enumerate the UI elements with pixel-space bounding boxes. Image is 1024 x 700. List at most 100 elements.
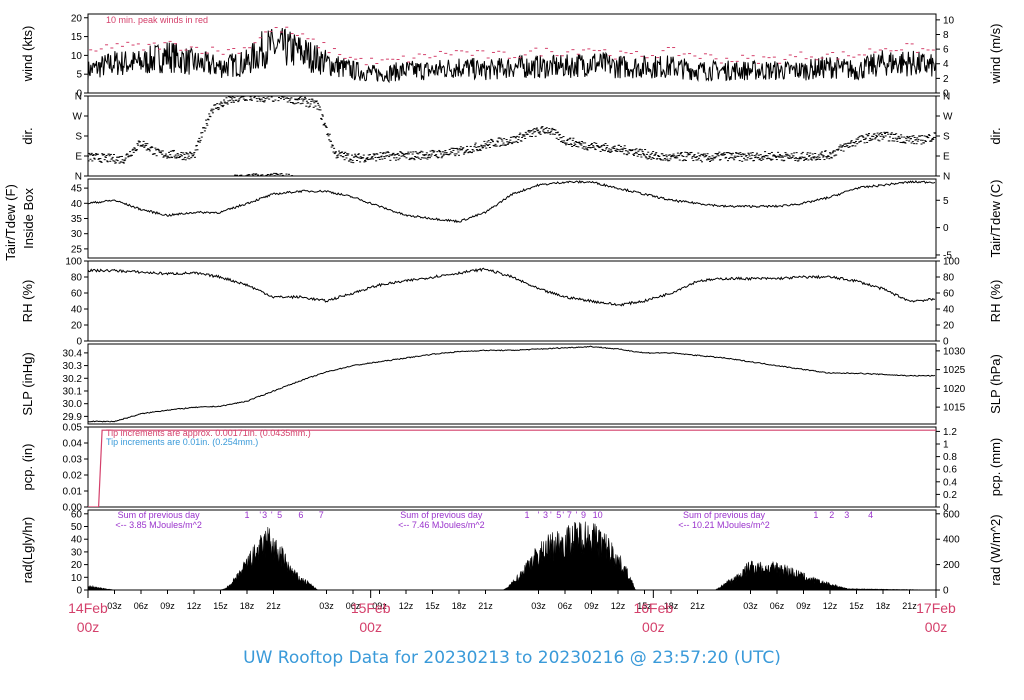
rad-marker: 1: [525, 510, 530, 520]
wind-ylabel-left: wind (kts): [20, 26, 35, 83]
right-tick-label: 5: [943, 196, 949, 207]
panel-wind: 0 5 10 15 20 0 2 4 6 8 10 10 min. peak winds in red: [71, 13, 955, 99]
left-tick-label: 20: [71, 560, 83, 571]
rad-marker: 1: [244, 510, 249, 520]
right-tick-label: 40: [943, 305, 955, 316]
day-tick-date: 16Feb: [633, 600, 673, 616]
right-tick-label: 1020: [943, 384, 966, 395]
temp-series: [88, 180, 936, 224]
hour-tick-label: 18z: [876, 601, 891, 611]
dir-tick-label-left: E: [75, 152, 82, 163]
wind-speed-series: [88, 27, 936, 84]
dir-tick-label-left: N: [75, 172, 82, 183]
hour-tick-label: 12z: [611, 601, 626, 611]
panel-pcp: 0.00 0.01 0.02 0.03 0.04 0.05 0 0.2 0.40.6 0.81 1.…: [63, 423, 958, 514]
panel-temp: 25 30 35 40 45 -5 0 5: [71, 178, 952, 261]
hour-tick-label: 03z: [743, 601, 758, 611]
right-tick-label: 60: [943, 289, 955, 300]
rh-ylabel-left: RH (%): [20, 280, 35, 323]
pcp-note-red: Tip increments are approx. 0.00171in. (0…: [106, 428, 311, 438]
left-tick-label: 0.05: [63, 423, 83, 434]
left-tick-label: 0: [76, 586, 82, 597]
day-tick-date: 17Feb: [916, 600, 956, 616]
hour-tick-label: 03z: [531, 601, 546, 611]
left-tick-label: 0.04: [63, 439, 83, 450]
rad-sum-label: Sum of previous day: [683, 510, 766, 520]
dir-tick-label-left: W: [73, 112, 83, 123]
rad-marker: 3: [844, 510, 849, 520]
day-tick-hour: 00z: [77, 619, 100, 635]
right-tick-label: 1: [943, 440, 949, 451]
temp-ylabel-left-1: Tair/Tdew (F): [3, 184, 18, 261]
right-tick-label: 20: [943, 321, 955, 332]
panel-wind-frame: [87, 13, 937, 94]
chart-footer-title: UW Rooftop Data for 20230213 to 20230216…: [243, 648, 781, 668]
right-tick-label: 100: [943, 257, 960, 268]
slp-ylabel-left: SLP (inHg): [20, 352, 35, 415]
left-tick-label: 0.02: [63, 471, 83, 482]
left-tick-label: 20: [71, 321, 83, 332]
temp-ylabel-left-2: Inside Box: [21, 188, 36, 249]
left-tick-label: 100: [65, 257, 82, 268]
panel-slp: 29.9 30.0 30.130.2 30.3 30.4 1015 1020 1025 1030: [63, 343, 966, 425]
rad-marker: 4: [868, 510, 873, 520]
panel-temp-frame: [87, 178, 937, 259]
dir-tick-label-right: E: [943, 152, 950, 163]
dir-tick-label-right: N: [943, 92, 950, 103]
dir-tick-label-right: N: [943, 172, 950, 183]
right-tick-label: 0: [943, 503, 949, 514]
hour-tick-label: 15z: [637, 601, 652, 611]
right-tick-label: 1025: [943, 365, 966, 376]
right-tick-label: 0: [943, 586, 949, 597]
rad-marker: ': [550, 510, 552, 520]
pcp-series: [88, 429, 936, 507]
rad-marker: 9: [581, 510, 586, 520]
right-tick-label: 0: [943, 223, 949, 234]
hour-tick-label: 12z: [399, 601, 414, 611]
right-tick-label: 0.2: [943, 490, 957, 501]
panel-pcp-frame: [87, 426, 937, 508]
rh-ylabel-right: RH (%): [988, 280, 1003, 323]
left-tick-label: 25: [71, 244, 83, 255]
left-tick-label: 10: [71, 51, 83, 62]
right-tick-label: 6: [943, 45, 949, 56]
hour-tick-label: 06z: [770, 601, 785, 611]
left-tick-label: 30.1: [63, 386, 83, 397]
hour-tick-label: 18z: [240, 601, 255, 611]
rad-sum-label: Sum of previous day: [400, 510, 483, 520]
rad-marker: ': [259, 510, 261, 520]
left-tick-label: 29.9: [63, 412, 83, 423]
day-tick-hour: 00z: [925, 619, 948, 635]
right-tick-label: 10: [943, 15, 955, 26]
hour-tick-label: 06z: [134, 601, 149, 611]
right-tick-label: 2: [943, 74, 949, 85]
left-tick-label: 40: [71, 305, 83, 316]
rad-marker: 6: [298, 510, 303, 520]
dir-tick-label-right: W: [943, 112, 953, 123]
day-tick-hour: 00z: [359, 619, 382, 635]
rad-marker: 5: [277, 510, 282, 520]
pcp-note-blue: Tip increments are 0.01in. (0.254mm.): [106, 437, 258, 447]
left-tick-label: 10: [71, 573, 83, 584]
left-tick-label: 0.03: [63, 455, 83, 466]
left-tick-label: 0.01: [63, 487, 83, 498]
left-tick-label: 30.0: [63, 399, 83, 410]
rad-marker: 7: [567, 510, 572, 520]
hour-tick-label: 21z: [266, 601, 281, 611]
dir-tick-label-right: S: [943, 132, 950, 143]
panel-rad-plot: [88, 521, 936, 590]
time-axis: 03z 06z 09z 12z 15z 18z 21z 03z 06z 09z 12z 15z 18z 2…: [68, 590, 956, 635]
left-tick-label: 30.4: [63, 348, 83, 359]
rad-marker: 5: [556, 510, 561, 520]
rad-marker: ': [576, 510, 578, 520]
left-tick-label: 60: [71, 509, 83, 520]
hour-tick-label: 15z: [213, 601, 228, 611]
right-tick-label: 400: [943, 535, 960, 546]
panel-dir: N NE ES SW WN N: [73, 92, 953, 183]
hour-tick-label: 06z: [558, 601, 573, 611]
left-tick-label: 30: [71, 229, 83, 240]
right-tick-label: 600: [943, 509, 960, 520]
left-tick-label: 35: [71, 214, 83, 225]
panel-rh: 0 20 40 60 80 100 0 20 40 60 80 100: [65, 257, 960, 348]
slp-series: [88, 345, 936, 423]
